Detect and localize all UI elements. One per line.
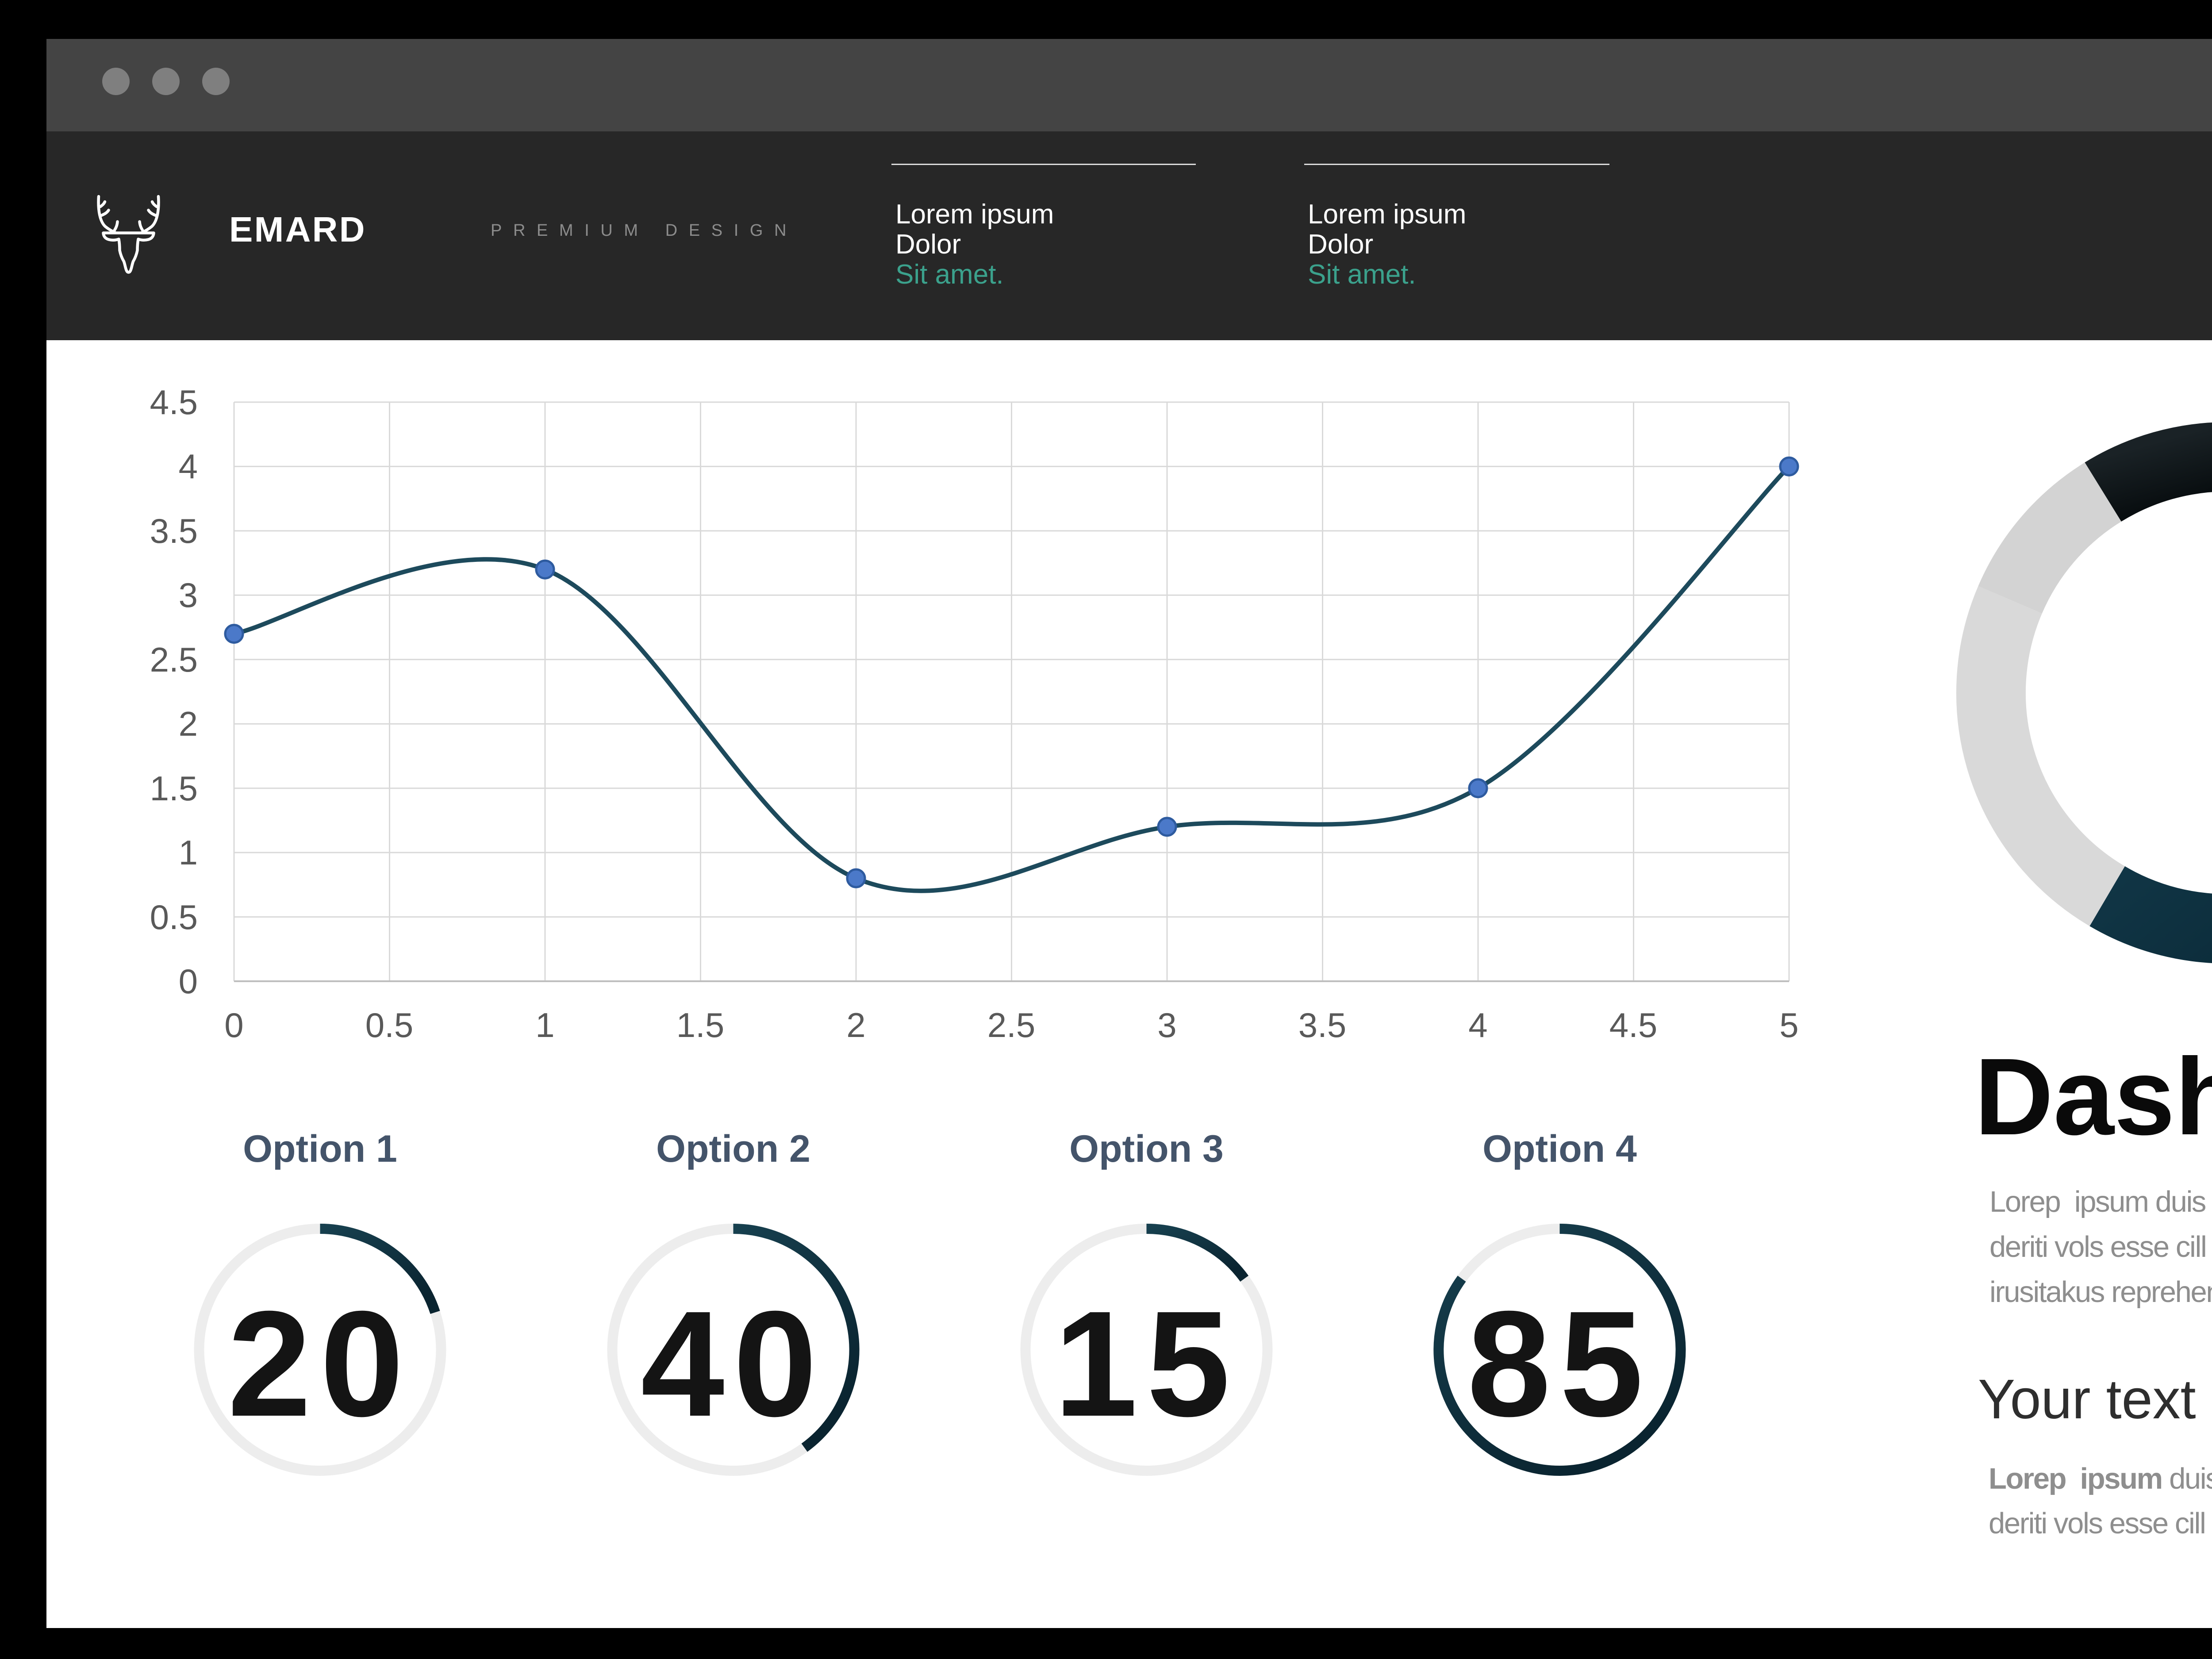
svg-text:0: 0 (224, 1006, 243, 1045)
svg-text:Option 2: Option 2 (656, 1128, 810, 1170)
svg-text:3.5: 3.5 (150, 511, 198, 550)
svg-text:2: 2 (846, 1006, 865, 1045)
svg-text:4.5: 4.5 (1609, 1006, 1657, 1045)
svg-text:85: 85 (1467, 1280, 1652, 1448)
svg-text:20: 20 (227, 1280, 412, 1448)
svg-text:2.5: 2.5 (150, 640, 198, 679)
svg-text:0: 0 (179, 962, 198, 1001)
svg-text:40: 40 (641, 1280, 826, 1448)
svg-text:1.5: 1.5 (676, 1006, 724, 1045)
svg-text:Option 3: Option 3 (1069, 1128, 1224, 1170)
svg-text:3: 3 (1157, 1006, 1176, 1045)
svg-text:15: 15 (1054, 1280, 1239, 1448)
svg-text:1.5: 1.5 (150, 769, 198, 808)
svg-text:4: 4 (179, 447, 198, 486)
svg-text:2.5: 2.5 (987, 1006, 1035, 1045)
svg-text:4.5: 4.5 (150, 383, 198, 422)
svg-text:3.5: 3.5 (1298, 1006, 1346, 1045)
svg-text:0.5: 0.5 (365, 1006, 413, 1045)
svg-text:3: 3 (179, 576, 198, 614)
svg-text:Option 1: Option 1 (243, 1128, 397, 1170)
svg-text:4: 4 (1468, 1006, 1487, 1045)
svg-text:0.5: 0.5 (150, 898, 198, 937)
svg-text:1: 1 (535, 1006, 554, 1045)
svg-text:1: 1 (179, 833, 198, 872)
svg-text:Option 4: Option 4 (1482, 1128, 1637, 1170)
svg-text:2: 2 (179, 704, 198, 743)
svg-text:5: 5 (1779, 1006, 1798, 1045)
